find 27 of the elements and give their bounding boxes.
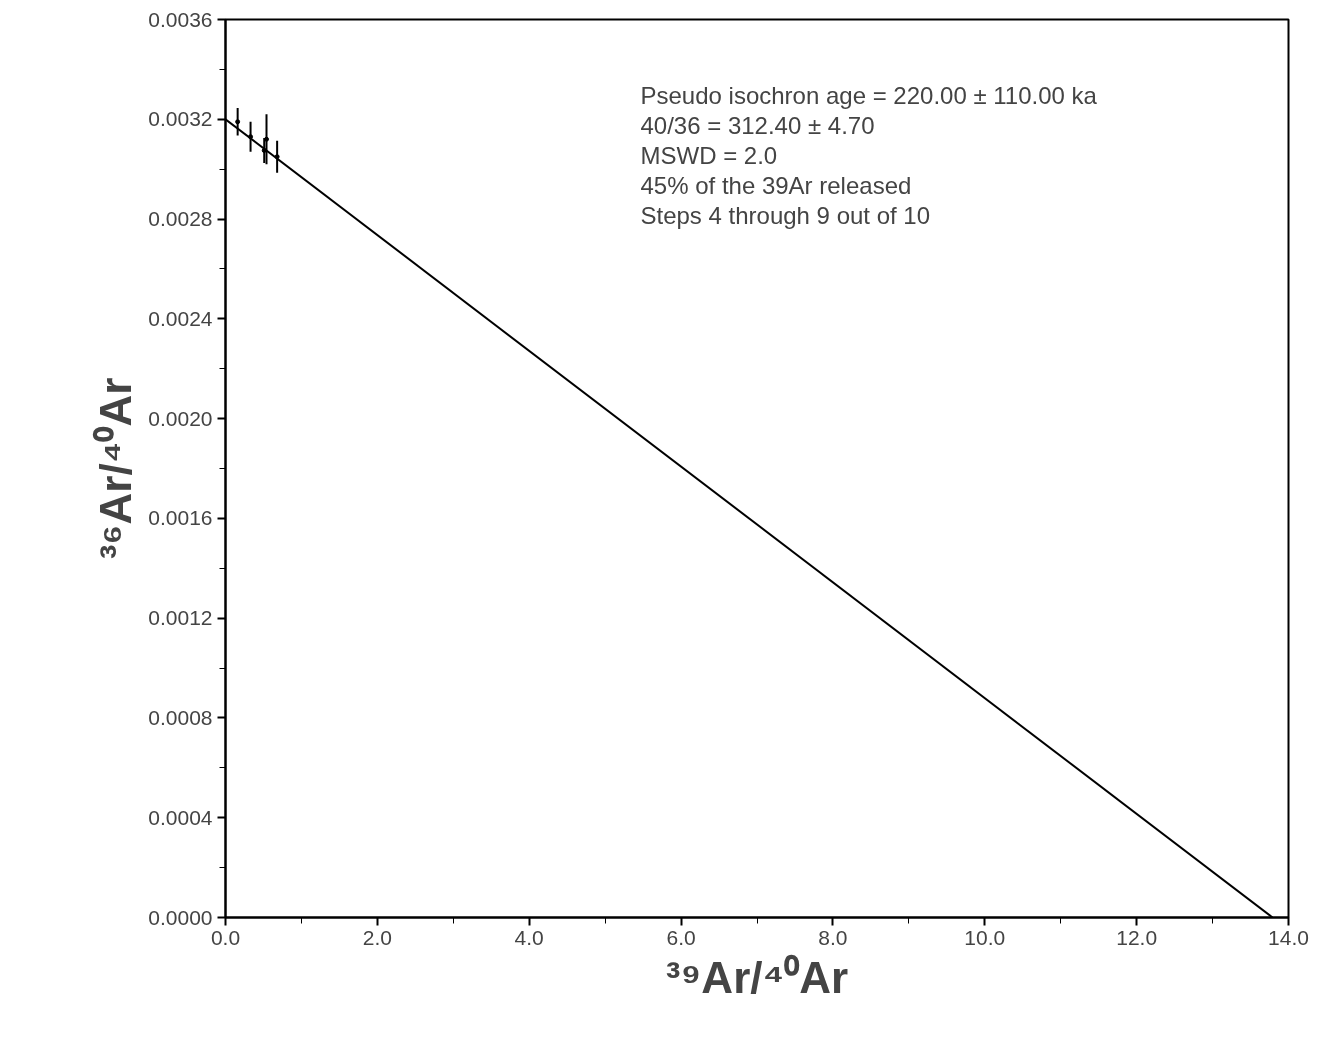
y-tick-label: 0.0008 [148, 705, 213, 729]
x-tick-label: 14.0 [1268, 925, 1309, 949]
y-axis-title: ³⁶Ar/⁴⁰Ar [91, 377, 141, 560]
x-tick-label: 2.0 [362, 925, 392, 949]
annotation: MSWD = 2.0 [640, 142, 778, 169]
annotation: Pseudo isochron age = 220.00 ± 110.00 ka [640, 82, 1098, 109]
annotation: 40/36 = 312.40 ± 4.70 [640, 112, 875, 139]
x-tick-label: 0.0 [210, 925, 241, 949]
y-tick-label: 0.0028 [148, 207, 213, 231]
point [235, 119, 241, 125]
x-tick-label: 6.0 [666, 925, 696, 949]
y-tick-label: 0.0000 [148, 905, 213, 929]
y-tick-label: 0.0020 [148, 406, 213, 430]
x-tick-label: 12.0 [1116, 925, 1158, 949]
y-tick-label: 0.0016 [148, 506, 213, 530]
x-tick-label: 4.0 [514, 925, 544, 949]
x-tick-label: 10.0 [964, 925, 1006, 949]
y-tick-label: 0.0036 [148, 7, 213, 31]
x-axis-title: ³⁹Ar/⁴⁰Ar [665, 952, 849, 1002]
y-tick-label: 0.0032 [148, 107, 213, 131]
y-tick-label: 0.0004 [148, 805, 213, 829]
annotation: Steps 4 through 9 out of 10 [640, 202, 931, 229]
x-tick-label: 8.0 [818, 925, 848, 949]
y-tick-label: 0.0024 [148, 306, 213, 330]
point [264, 136, 269, 142]
y-tick-label: 0.0012 [148, 606, 213, 630]
annotation: 45% of the 39Ar released [640, 172, 912, 199]
